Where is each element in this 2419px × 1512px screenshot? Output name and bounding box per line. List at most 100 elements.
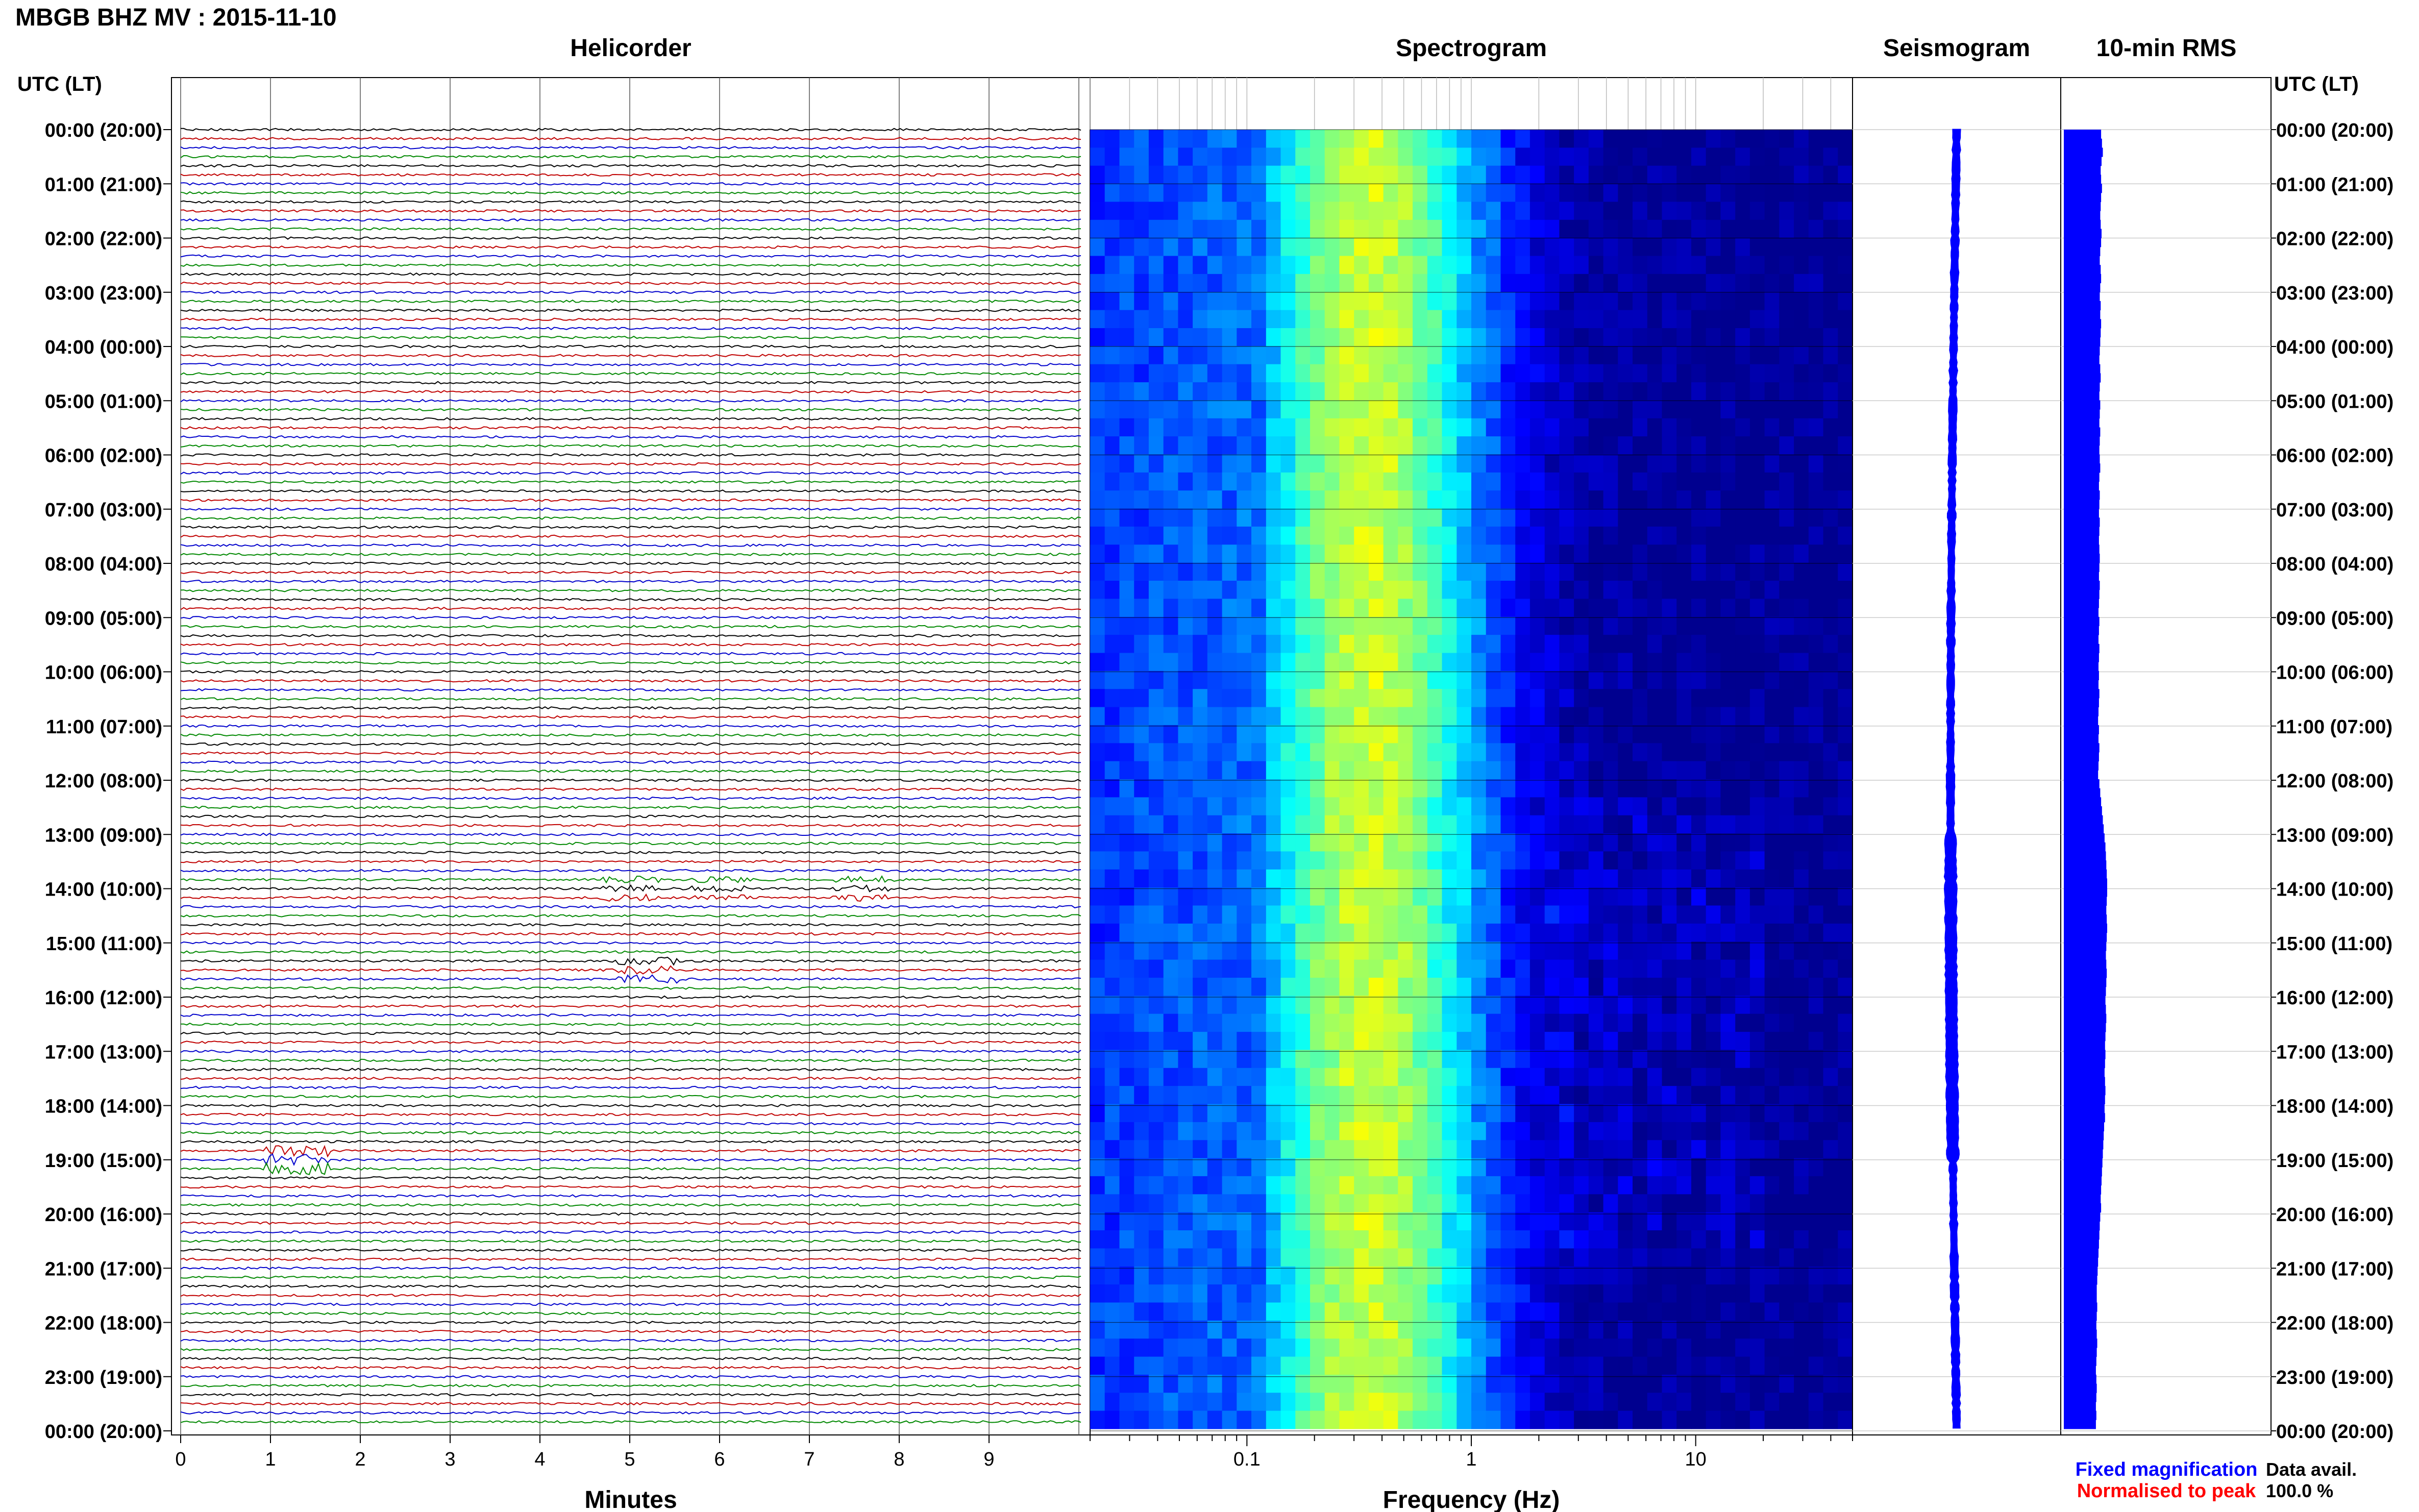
spectrogram-cell (1413, 1194, 1428, 1213)
spectrogram-cell (1427, 130, 1443, 148)
spectrogram-cell (1559, 328, 1574, 346)
spectrogram-cell (1163, 815, 1178, 834)
spectrogram-cell (1779, 1212, 1794, 1231)
spectrogram-cell (1764, 833, 1780, 852)
spectrogram-cell (1148, 1013, 1164, 1032)
minute-tick-label: 8 (894, 1449, 904, 1470)
spectrogram-cell (1280, 274, 1296, 292)
spectrogram-cell (1178, 725, 1193, 743)
spectrogram-cell (1324, 454, 1340, 473)
spectrogram-cell (1090, 725, 1105, 743)
spectrogram-cell (1148, 1194, 1164, 1213)
helicorder-trace (180, 1339, 1081, 1343)
spectrogram-cell (1457, 599, 1472, 617)
spectrogram-cell (1090, 689, 1105, 708)
spectrogram-cell (1324, 1393, 1340, 1411)
spectrogram-cell (1280, 346, 1296, 365)
spectrogram-cell (1779, 599, 1794, 617)
spectrogram-cell (1237, 1140, 1252, 1159)
spectrogram-cell (1222, 1393, 1237, 1411)
helicorder-trace (180, 335, 1081, 339)
spectrogram-cell (1544, 761, 1560, 780)
spectrogram-cell (1148, 1266, 1164, 1285)
helicorder-trace (180, 137, 1081, 141)
spectrogram-cell (1251, 959, 1267, 978)
spectrogram-cell (1134, 165, 1149, 184)
spectrogram-cell (1324, 815, 1340, 834)
spectrogram-cell (1676, 1248, 1692, 1267)
spectrogram-cell (1310, 779, 1325, 798)
spectrogram-cell (1603, 887, 1618, 906)
spectrogram-cell (1779, 815, 1794, 834)
spectrogram-cell (1251, 905, 1267, 924)
spectrogram-cell (1442, 219, 1457, 238)
spectrogram-cell (1764, 202, 1780, 220)
spectrogram-cell (1676, 923, 1692, 942)
spectrogram-cell (1354, 996, 1369, 1014)
spectrogram-cell (1383, 616, 1398, 635)
spectrogram-cell (1178, 1158, 1193, 1177)
spectrogram-cell (1633, 184, 1648, 203)
spectrogram-cell (1706, 1032, 1721, 1051)
spectrogram-cell (1559, 635, 1574, 654)
rms-bar (2064, 175, 2102, 184)
spectrogram-cell (1310, 599, 1325, 617)
spectrogram-cell (1588, 202, 1604, 220)
spectrogram-cell (1779, 887, 1794, 906)
spectrogram-cell (1544, 1266, 1560, 1285)
spectrogram-cell (1735, 165, 1750, 184)
spectrogram-cell (1808, 851, 1824, 870)
spectrogram-cell (1178, 562, 1193, 581)
spectrogram-cell (1500, 147, 1516, 166)
spectrogram-cell (1457, 1248, 1472, 1267)
spectrogram-cell (1735, 382, 1750, 401)
spectrogram-cell (1163, 1339, 1178, 1357)
spectrogram-cell (1295, 472, 1311, 491)
helicorder-trace (180, 300, 1081, 303)
helicorder-panel (171, 77, 1091, 1435)
time-tick-label-right: 17:00 (13:00) (2276, 1042, 2393, 1063)
spectrogram-cell (1280, 1374, 1296, 1393)
spectrogram-cell (1779, 689, 1794, 708)
spectrogram-cell (1222, 1320, 1237, 1339)
spectrogram-cell (1529, 256, 1545, 275)
spectrogram-cell (1339, 978, 1354, 996)
spectrogram-cell (1383, 1230, 1398, 1249)
spectrogram-cell (1383, 833, 1398, 852)
spectrogram-cell (1178, 274, 1193, 292)
spectrogram-cell (1647, 382, 1663, 401)
spectrogram-cell (1574, 1320, 1589, 1339)
spectrogram-cell (1720, 1013, 1736, 1032)
spectrogram-cell (1163, 1284, 1178, 1303)
spectrogram-cell (1310, 292, 1325, 311)
spectrogram-cell (1633, 490, 1648, 509)
rms-bar (2064, 481, 2099, 491)
spectrogram-cell (1207, 310, 1223, 329)
spectrogram-cell (1544, 310, 1560, 329)
spectrogram-cell (1354, 779, 1369, 798)
spectrogram-cell (1398, 1320, 1413, 1339)
spectrogram-cell (1603, 562, 1618, 581)
spectrogram-cell (1310, 490, 1325, 509)
spectrogram-cell (1794, 707, 1809, 726)
spectrogram-cell (1706, 815, 1721, 834)
spectrogram-cell (1368, 905, 1384, 924)
spectrogram-cell (1383, 635, 1398, 654)
spectrogram-cell (1280, 219, 1296, 238)
spectrogram-cell (1544, 851, 1560, 870)
spectrogram-cell (1368, 1050, 1384, 1069)
spectrogram-cell (1251, 454, 1267, 473)
spectrogram-cell (1720, 689, 1736, 708)
spectrogram-cell (1500, 256, 1516, 275)
spectrogram-cell (1823, 202, 1838, 220)
spectrogram-cell (1515, 219, 1531, 238)
spectrogram-cell (1838, 256, 1853, 275)
spectrogram-cell (1808, 400, 1824, 419)
spectrogram-cell (1222, 472, 1237, 491)
spectrogram-cell (1207, 1158, 1223, 1177)
spectrogram-cell (1398, 382, 1413, 401)
spectrogram-cell (1823, 1374, 1838, 1393)
spectrogram-cell (1500, 274, 1516, 292)
spectrogram-cell (1266, 310, 1281, 329)
spectrogram-cell (1588, 130, 1604, 148)
